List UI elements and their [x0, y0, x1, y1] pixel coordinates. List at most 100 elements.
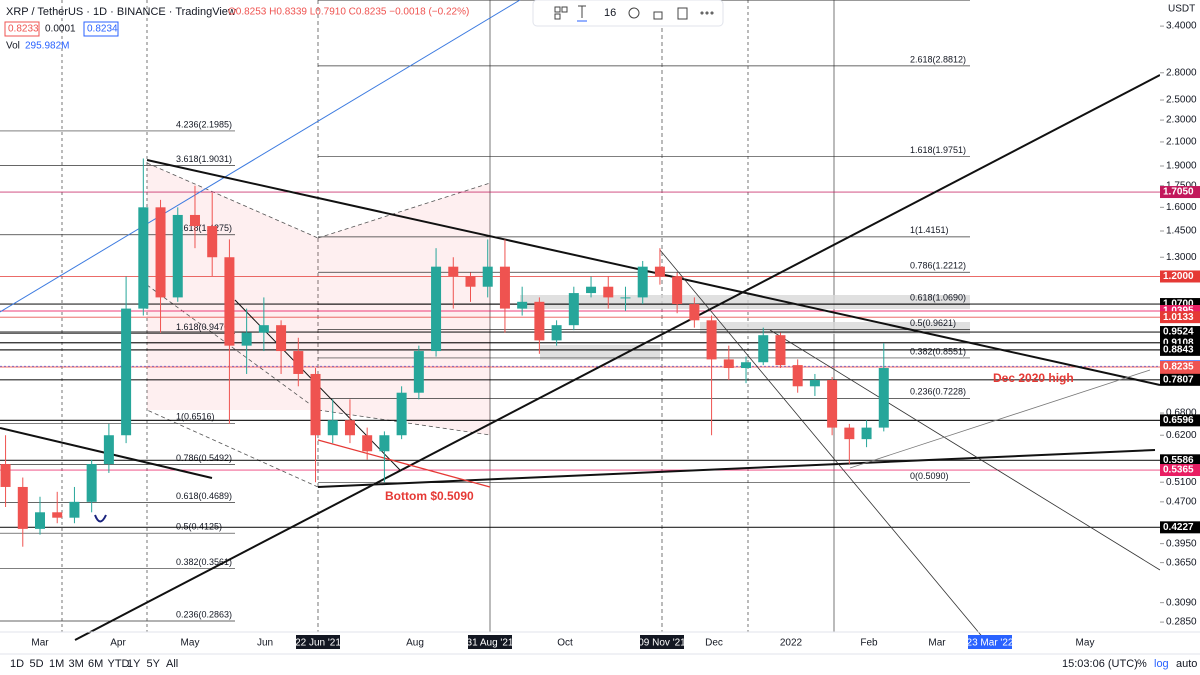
- fib-label: 0.5(0.4125): [176, 522, 222, 532]
- log-toggle[interactable]: log: [1154, 658, 1169, 670]
- range-button[interactable]: 1D: [10, 658, 24, 670]
- range-button[interactable]: 3M: [69, 658, 84, 670]
- bid-box: [4, 21, 40, 37]
- y-tick-label: 1.6000: [1166, 202, 1197, 213]
- y-tick-label: 1.7500: [1166, 180, 1197, 191]
- price-tag: [1160, 521, 1200, 534]
- time-tag: [296, 635, 340, 649]
- candle-body: [379, 435, 390, 452]
- y-tick-label: 2.1000: [1166, 137, 1197, 148]
- time-tag: [640, 635, 684, 649]
- candle-body: [620, 297, 631, 299]
- zones: [520, 295, 970, 360]
- percent-toggle[interactable]: %: [1137, 658, 1147, 670]
- price-tag: [1160, 361, 1200, 374]
- y-tick-label: 1.4500: [1166, 226, 1197, 237]
- fib-label: 0(0.5090): [910, 471, 949, 481]
- candle-body: [482, 266, 493, 287]
- fib-label: 0.786(1.2212): [910, 261, 966, 271]
- candle-body: [517, 301, 528, 309]
- y-tick-label: 0.6200: [1166, 430, 1197, 441]
- trend-lines: [0, 0, 1161, 641]
- y-tick-label: 0.6800: [1166, 408, 1197, 419]
- range-button[interactable]: 1Y: [127, 658, 141, 670]
- range-button[interactable]: 5D: [30, 658, 44, 670]
- y-tick-label: 0.3090: [1166, 597, 1197, 608]
- y-tick-label: 2.3000: [1166, 115, 1197, 126]
- candle-body: [723, 359, 734, 369]
- candle-body: [103, 435, 114, 465]
- time-label: Apr: [110, 638, 126, 649]
- bottom-note: Bottom $0.5090: [385, 489, 474, 503]
- ask: 0.8234: [87, 24, 118, 35]
- candle-body: [362, 435, 373, 452]
- fib-label: 1.618(0.9470): [176, 322, 232, 332]
- candle-body: [861, 427, 872, 440]
- y-tick-label: 1.3000: [1166, 252, 1197, 263]
- candle-body: [689, 304, 700, 321]
- price-tag-label: 0.9108: [1163, 337, 1194, 348]
- time-label: May: [1076, 638, 1095, 649]
- candle-body: [878, 368, 889, 428]
- auto-toggle[interactable]: auto: [1176, 658, 1197, 670]
- candle-body: [310, 373, 321, 436]
- font-size[interactable]: 16: [604, 7, 616, 19]
- candle-body: [241, 332, 252, 346]
- range-button[interactable]: 5Y: [147, 658, 161, 670]
- price-tag: [1160, 454, 1200, 467]
- range-button[interactable]: YTD: [108, 658, 130, 670]
- vertical-lines: [61, 0, 835, 632]
- candle-body: [672, 276, 683, 305]
- fib-label: 1.618(1.9751): [910, 145, 966, 155]
- price-tag-label: 0.8235: [1163, 362, 1194, 373]
- fib-label: 2.618(2.8812): [910, 54, 966, 64]
- candle-body: [413, 351, 424, 393]
- range-button[interactable]: All: [166, 658, 178, 670]
- ask-box: [83, 21, 119, 37]
- candle-body: [35, 512, 45, 529]
- dec-note: Dec 2020 high: [993, 371, 1074, 385]
- candle-body: [792, 365, 803, 387]
- y-tick-label: 1.9000: [1166, 161, 1197, 172]
- candle-body: [586, 286, 597, 294]
- candle-body: [568, 293, 579, 326]
- candle-body: [121, 308, 132, 436]
- price-tag-label: 0.9524: [1163, 327, 1194, 338]
- candle-body: [0, 464, 11, 487]
- time-label: May: [181, 638, 200, 649]
- fib-label: 2.618(1.4275): [176, 223, 232, 233]
- y-tick-label: 0.4700: [1166, 496, 1197, 507]
- bid: 0.8233: [8, 24, 39, 35]
- price-tag-label: 1.7050: [1163, 187, 1194, 198]
- price-tag: [1160, 311, 1200, 324]
- time-label: 2022: [780, 638, 803, 649]
- time-label: 31 Aug '21: [467, 638, 514, 649]
- candle-body: [17, 486, 28, 529]
- symbol-title: XRP / TetherUS · 1D · BINANCE · TradingV…: [6, 6, 236, 18]
- fib-label: 0.236(0.2863): [176, 609, 232, 619]
- candle-body: [741, 362, 752, 369]
- y-tick-label: 0.3650: [1166, 557, 1197, 568]
- candle-body: [396, 392, 407, 436]
- fib-label: 3.618(1.9031): [176, 154, 232, 164]
- ohlc: O0.8253 H0.8339 L0.7910 C0.8235 −0.0018 …: [228, 7, 469, 18]
- fib-label: 0.382(0.8551): [910, 346, 966, 356]
- time-label: Jun: [257, 638, 273, 649]
- y-tick-label: 2.8000: [1166, 67, 1197, 78]
- currency[interactable]: USDT: [1168, 4, 1195, 15]
- candle-body: [844, 427, 855, 440]
- candle-body: [69, 501, 80, 518]
- y-tick-label: 0.2850: [1166, 617, 1197, 628]
- y-tick-label: 3.4000: [1166, 21, 1197, 32]
- fib-label: 4.236(2.1985): [176, 119, 232, 129]
- toolbar-icons[interactable]: [554, 5, 714, 22]
- y-tick-label: 0.5100: [1166, 477, 1197, 488]
- time-label: Aug: [406, 638, 424, 649]
- time-label: 23 Mar '22: [967, 638, 1014, 649]
- range-button[interactable]: 6M: [88, 658, 103, 670]
- time-label: 09 Nov '21: [638, 638, 686, 649]
- price-tag-label: 1.0133: [1163, 312, 1194, 323]
- time-label: Mar: [31, 638, 49, 649]
- range-button[interactable]: 1M: [49, 658, 64, 670]
- fib-label: 1(0.6516): [176, 412, 215, 422]
